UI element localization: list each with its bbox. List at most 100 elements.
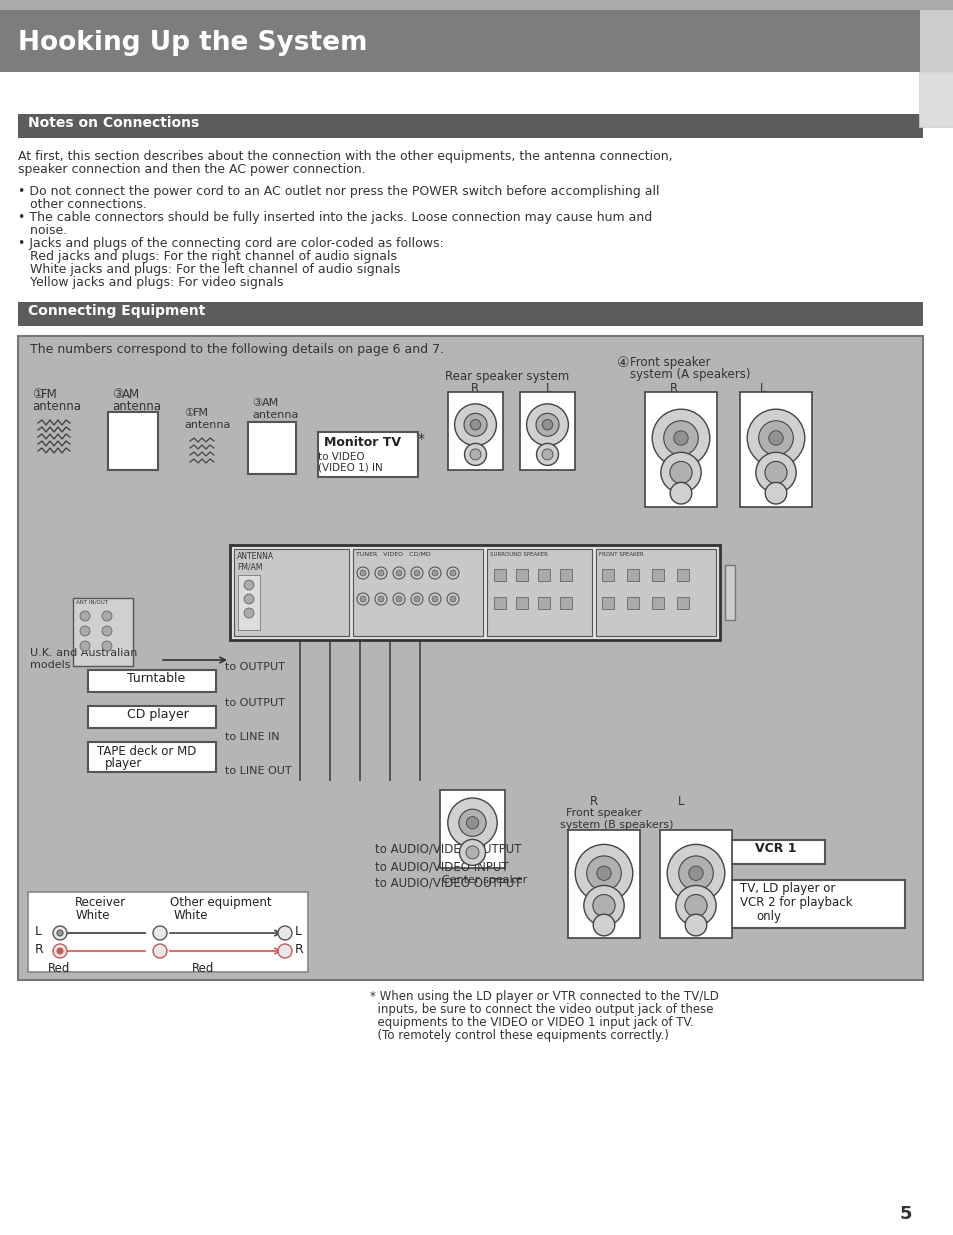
Circle shape: [432, 597, 437, 601]
Circle shape: [526, 404, 568, 446]
Circle shape: [447, 798, 497, 847]
Bar: [677, 597, 688, 609]
Text: Receiver: Receiver: [75, 897, 126, 909]
Bar: [88, 706, 215, 727]
Bar: [516, 597, 527, 609]
Text: Rear speaker system: Rear speaker system: [444, 370, 569, 383]
Bar: [651, 597, 663, 609]
Text: antenna: antenna: [32, 400, 81, 412]
Circle shape: [673, 431, 687, 445]
Circle shape: [464, 443, 486, 466]
Circle shape: [746, 409, 804, 467]
Circle shape: [450, 571, 456, 576]
Text: L: L: [678, 795, 684, 808]
Bar: [230, 545, 720, 640]
Bar: [28, 892, 308, 972]
Bar: [486, 550, 592, 636]
Bar: [439, 790, 504, 868]
Text: to AUDIO/VIDEO INPUT: to AUDIO/VIDEO INPUT: [375, 860, 508, 873]
Text: Hooking Up the System: Hooking Up the System: [18, 30, 367, 56]
Bar: [237, 576, 260, 630]
Bar: [918, 72, 953, 127]
Circle shape: [663, 421, 698, 456]
Bar: [659, 830, 731, 939]
Text: player: player: [105, 757, 142, 769]
Circle shape: [541, 448, 553, 459]
Text: Front speaker: Front speaker: [629, 356, 710, 369]
Bar: [516, 569, 527, 580]
Circle shape: [80, 641, 90, 651]
Circle shape: [470, 420, 480, 430]
Text: noise.: noise.: [18, 224, 67, 237]
Text: White: White: [76, 909, 111, 923]
Text: Monitor TV: Monitor TV: [324, 436, 400, 450]
Circle shape: [53, 926, 67, 940]
Text: AM: AM: [122, 388, 140, 401]
Bar: [494, 569, 505, 580]
Text: The numbers correspond to the following details on page 6 and 7.: The numbers correspond to the following …: [30, 343, 444, 356]
Bar: [18, 336, 923, 981]
Text: to OUTPUT: to OUTPUT: [225, 662, 285, 672]
Text: Other equipment: Other equipment: [170, 897, 272, 909]
Bar: [108, 412, 158, 471]
Circle shape: [393, 567, 405, 579]
Circle shape: [593, 894, 615, 916]
Circle shape: [597, 866, 611, 881]
Text: VCR 2 for playback: VCR 2 for playback: [740, 897, 852, 909]
Text: 5: 5: [899, 1205, 911, 1223]
Circle shape: [447, 593, 458, 605]
Circle shape: [395, 597, 401, 601]
Text: ④: ④: [617, 356, 629, 370]
Circle shape: [466, 816, 478, 829]
Circle shape: [470, 448, 480, 459]
Text: • The cable connectors should be fully inserted into the jacks. Loose connection: • The cable connectors should be fully i…: [18, 211, 652, 224]
Text: U.K. and Australian: U.K. and Australian: [30, 648, 137, 658]
Circle shape: [670, 483, 691, 504]
Circle shape: [450, 597, 456, 601]
Text: • Do not connect the power cord to an AC outlet nor press the POWER switch befor: • Do not connect the power cord to an AC…: [18, 185, 659, 198]
Circle shape: [688, 866, 702, 881]
Circle shape: [684, 894, 706, 916]
Bar: [729, 840, 824, 864]
Circle shape: [377, 571, 384, 576]
Bar: [601, 569, 614, 580]
Circle shape: [411, 593, 422, 605]
Circle shape: [458, 809, 486, 836]
Bar: [567, 830, 639, 939]
Text: L: L: [545, 382, 552, 395]
Bar: [919, 10, 953, 72]
Circle shape: [414, 571, 419, 576]
Text: * When using the LD player or VTR connected to the TV/LD: * When using the LD player or VTR connec…: [370, 990, 719, 1003]
Text: to AUDIO/VIDEO OUTPUT: to AUDIO/VIDEO OUTPUT: [375, 844, 521, 856]
Circle shape: [80, 626, 90, 636]
Text: to VIDEO: to VIDEO: [317, 452, 364, 462]
Bar: [353, 550, 482, 636]
Text: FM: FM: [193, 408, 209, 417]
Text: system (B speakers): system (B speakers): [559, 820, 673, 830]
Text: ③: ③: [112, 388, 123, 401]
Text: Center speaker: Center speaker: [441, 876, 527, 885]
Text: TAPE deck or MD: TAPE deck or MD: [97, 745, 196, 758]
Circle shape: [684, 914, 706, 936]
Bar: [537, 597, 550, 609]
Text: TV, LD player or: TV, LD player or: [740, 882, 835, 895]
Circle shape: [359, 571, 366, 576]
Circle shape: [447, 567, 458, 579]
Text: Yellow jacks and plugs: For video signals: Yellow jacks and plugs: For video signal…: [18, 275, 283, 289]
Text: (VIDEO 1) IN: (VIDEO 1) IN: [317, 463, 382, 473]
Circle shape: [356, 567, 369, 579]
Text: speaker connection and then the AC power connection.: speaker connection and then the AC power…: [18, 163, 365, 177]
Circle shape: [414, 597, 419, 601]
Text: L: L: [294, 925, 302, 939]
Circle shape: [57, 930, 63, 936]
Circle shape: [586, 856, 620, 890]
Circle shape: [152, 944, 167, 958]
Bar: [596, 550, 716, 636]
Bar: [651, 569, 663, 580]
Text: antenna: antenna: [252, 410, 298, 420]
Circle shape: [152, 926, 167, 940]
Text: ANTENNA: ANTENNA: [236, 552, 274, 561]
Text: Red: Red: [192, 962, 214, 974]
Text: FM: FM: [41, 388, 58, 401]
Bar: [519, 391, 575, 471]
